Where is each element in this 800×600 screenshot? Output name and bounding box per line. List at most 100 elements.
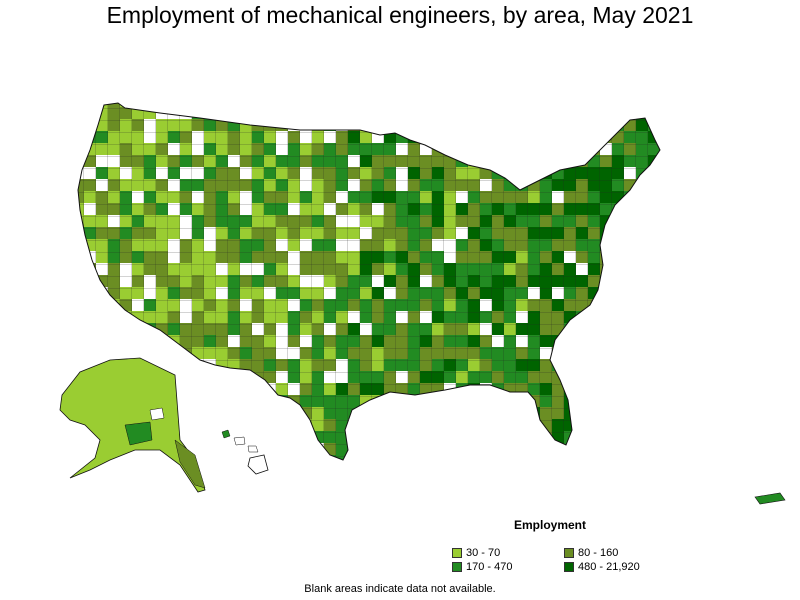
area-cell: [84, 119, 96, 131]
area-cell: [192, 443, 204, 455]
area-cell: [660, 143, 672, 155]
area-cell: [180, 431, 192, 443]
area-cell: [348, 419, 360, 431]
area-cell: [492, 455, 504, 460]
area-cell: [132, 467, 144, 479]
area-cell: [120, 347, 132, 359]
area-cell: [672, 299, 684, 311]
area-cell: [672, 203, 684, 215]
area-cell: [540, 455, 552, 460]
area-cell: [648, 371, 660, 383]
area-cell: [252, 431, 264, 443]
area-cell: [444, 443, 456, 455]
area-cell: [456, 407, 468, 419]
area-cell: [456, 455, 468, 460]
area-cell: [60, 263, 72, 275]
area-cell: [660, 251, 672, 263]
area-cell: [144, 335, 156, 347]
area-cell: [636, 107, 648, 119]
area-cell: [468, 131, 480, 143]
area-cell: [588, 347, 600, 359]
area-cell: [540, 103, 552, 107]
area-cell: [504, 107, 516, 119]
area-cell: [576, 395, 588, 407]
area-cell: [600, 443, 612, 455]
area-cell: [624, 299, 636, 311]
area-cell: [168, 359, 180, 371]
area-cell: [588, 383, 600, 395]
area-cell: [480, 443, 492, 455]
area-cell: [396, 119, 408, 131]
area-cell: [660, 203, 672, 215]
area-cell: [60, 191, 72, 203]
area-cell: [516, 407, 528, 419]
area-cell: [78, 107, 84, 119]
area-cell: [516, 103, 528, 107]
area-cell: [552, 443, 564, 455]
area-cell: [204, 431, 216, 443]
area-cell: [468, 395, 480, 407]
area-cell: [576, 131, 588, 143]
area-cell: [660, 419, 672, 431]
area-cell: [624, 215, 636, 227]
area-cell: [180, 419, 192, 431]
area-cell: [504, 119, 516, 131]
area-cell: [624, 419, 636, 431]
area-cell: [78, 143, 84, 155]
area-cell: [60, 347, 72, 359]
area-cell: [264, 431, 276, 443]
area-cell: [660, 95, 672, 107]
legend-swatch: [452, 548, 462, 558]
area-cell: [576, 347, 588, 359]
area-cell: [492, 119, 504, 131]
area-cell: [312, 119, 324, 131]
area-cell: [276, 467, 288, 479]
area-cell: [660, 407, 672, 419]
area-cell: [192, 431, 204, 443]
area-cell: [648, 287, 660, 299]
hawaii-region: [221, 429, 269, 475]
area-cell: [60, 155, 72, 167]
area-cell: [612, 395, 624, 407]
area-cell: [78, 275, 84, 287]
area-cell: [252, 395, 264, 407]
area-cell: [672, 287, 684, 299]
area-cell: [648, 167, 660, 179]
legend-title: Employment: [514, 518, 587, 532]
area-cell: [672, 155, 684, 167]
area-cell: [648, 239, 660, 251]
area-cell: [660, 359, 672, 371]
area-cell: [528, 455, 540, 460]
area-cell: [264, 443, 276, 455]
area-cell: [612, 347, 624, 359]
area-cell: [216, 419, 228, 431]
area-cell: [216, 383, 228, 395]
area-cell: [648, 311, 660, 323]
area-cell: [600, 323, 612, 335]
area-cell: [420, 455, 432, 460]
area-cell: [96, 299, 108, 311]
area-cell: [78, 239, 84, 251]
area-cell: [648, 407, 660, 419]
area-cell: [78, 155, 84, 167]
area-cell: [78, 347, 84, 359]
area-cell: [360, 407, 372, 419]
area-cell: [588, 443, 600, 455]
area-cell: [576, 467, 588, 479]
area-cell: [588, 107, 600, 119]
area-cell: [276, 443, 288, 455]
area-cell: [132, 323, 144, 335]
area-cell: [228, 419, 240, 431]
area-cell: [444, 143, 456, 155]
area-cell: [156, 103, 168, 107]
area-cell: [672, 275, 684, 287]
area-cell: [672, 407, 684, 419]
area-cell: [624, 323, 636, 335]
area-cell: [516, 131, 528, 143]
area-cell: [156, 455, 168, 460]
area-cell: [600, 431, 612, 443]
puerto-rico-region: [754, 492, 786, 505]
area-cell: [432, 119, 444, 131]
area-cell: [564, 371, 576, 383]
area-cell: [276, 103, 288, 107]
